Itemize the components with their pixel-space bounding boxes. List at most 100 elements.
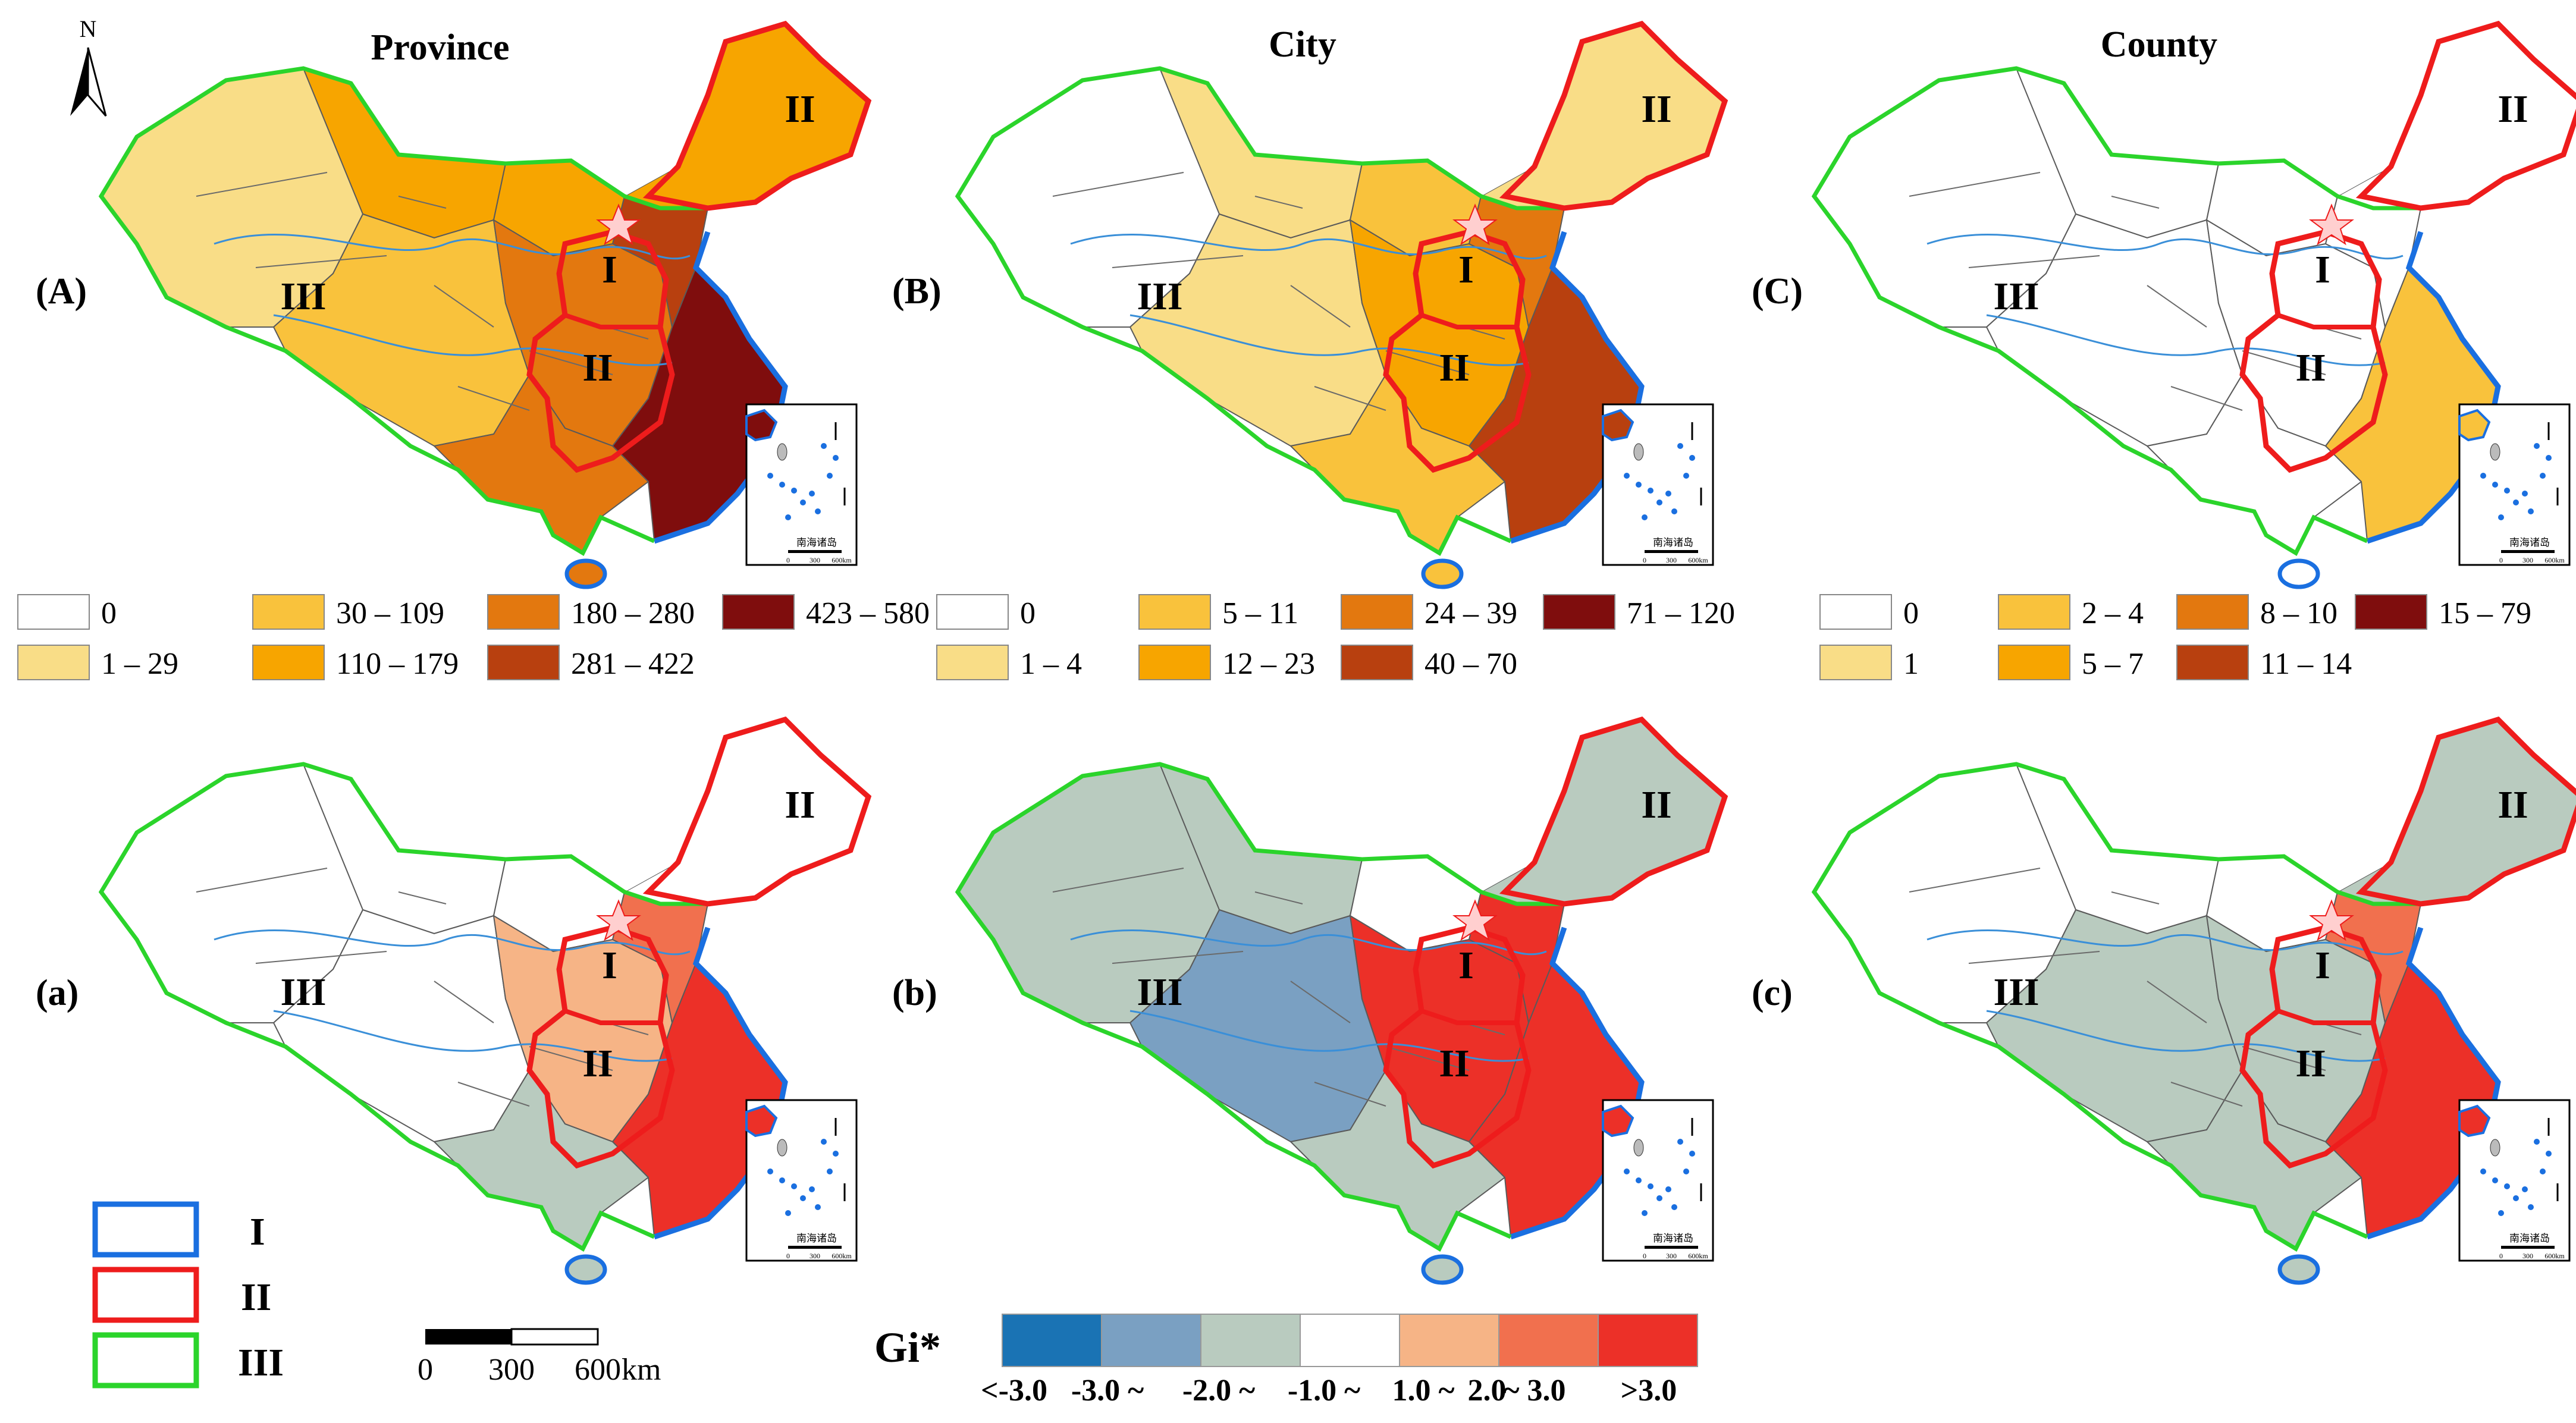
legend-swatch-county-4 [2176,594,2249,630]
inset-south-china-sea: 南海诸岛 0 300 600km [2458,403,2571,566]
inset-south-china-sea: 南海诸岛 0 300 600km [745,1099,858,1262]
legend-label-province-3: 110 – 179 [336,647,459,681]
legend-county: 0 1 2 – 4 5 – 7 8 – 10 11 – 14 15 – 79 [1819,594,2531,681]
zone-label-I: I [1458,944,1474,987]
north-arrow-label: N [80,15,97,42]
inset-label: 南海诸岛 [796,537,837,549]
legend-city: 0 1 – 4 5 – 11 12 – 23 24 – 39 40 – 70 71 – 12… [936,594,1735,681]
inset-scale-300: 300 [1666,556,1677,564]
inset-scale-600: 600km [832,556,852,564]
north-arrow-icon: N [70,15,107,117]
inset-south-china-sea: 南海诸岛 0 300 600km [1602,1099,1714,1262]
legend-swatch-county-6 [2355,594,2427,630]
gi-legend-swatch-4 [1399,1314,1499,1367]
inset-scale-300: 300 [2522,556,2533,564]
gi-legend-label-5: 2.0 [1468,1374,1507,1408]
zone-label-II-central: II [1439,1042,1469,1085]
zone-label-I: I [602,944,617,987]
panel-label-b: (b) [892,973,937,1013]
legend-swatch-county-3 [1998,645,2070,680]
panel-label-B: (B) [892,271,942,312]
gi-legend-label-2: -2.0 ~ [1182,1374,1255,1408]
gi-legend-swatch-2 [1200,1314,1301,1367]
inset-scale-600: 600km [2544,1252,2565,1260]
zone-label-II-central: II [2295,346,2326,389]
zone-label-III: III [1137,275,1182,318]
gi-legend-swatch-6 [1598,1314,1698,1367]
gi-legend: Gi* <-3.0 -3.0 ~ -2.0 ~ -1.0 ~ 1.0 ~ 2.0~ 3.0… [874,1314,1698,1408]
inset-scale-0: 0 [1643,1252,1646,1260]
gi-legend-swatch-0 [1002,1314,1102,1367]
legend-swatch-county-5 [2176,645,2249,680]
panel-label-c: (c) [1752,973,1793,1013]
column-title-province: Province [371,27,509,68]
legend-label-county-5: 11 – 14 [2260,647,2352,681]
legend-label-county-2: 2 – 4 [2082,596,2144,630]
inset-scale-300: 300 [809,556,820,564]
inset-label: 南海诸岛 [1653,1233,1693,1245]
gi-legend-label-6: ~ 3.0 [1503,1374,1565,1408]
inset-south-china-sea: 南海诸岛 0 300 600km [745,403,858,566]
inset-scale-600: 600km [832,1252,852,1260]
region-legend-label-II: II [241,1276,271,1319]
legend-label-city-0: 0 [1020,596,1036,630]
inset-scale-300: 300 [1666,1252,1677,1260]
zone-label-I: I [602,248,617,291]
panel-label-a: (a) [36,973,79,1013]
legend-label-county-3: 5 – 7 [2082,647,2144,681]
legend-swatch-city-1 [936,645,1009,680]
inset-south-china-sea: 南海诸岛 0 300 600km [2458,1099,2571,1262]
inset-scale-0: 0 [2499,1252,2503,1260]
scale-tick-300: 300 [488,1353,535,1387]
gi-legend-swatch-3 [1300,1314,1400,1367]
gi-legend-label-1: -3.0 ~ [1071,1374,1144,1408]
legend-label-county-6: 15 – 79 [2439,596,2531,630]
region-legend-label-III: III [238,1341,284,1384]
legend-swatch-province-5 [487,645,560,680]
legend-label-province-1: 1 – 29 [101,647,178,681]
legend-province: 0 1 – 29 30 – 109 110 – 179 180 – 280 281 – 4… [17,594,930,681]
zone-label-II-northeast: II [1641,783,1671,827]
inset-scale-0: 0 [786,1252,790,1260]
inset-scale-0: 0 [2499,556,2503,564]
legend-label-city-1: 1 – 4 [1020,647,1082,681]
zone-label-III: III [280,970,326,1014]
legend-swatch-province-0 [17,594,90,630]
scale-bar: 0 300 600 km [418,1328,661,1387]
inset-scale-300: 300 [2522,1252,2533,1260]
legend-label-province-6: 423 – 580 [806,596,930,630]
scale-unit: km [622,1353,661,1387]
legend-label-province-4: 180 – 280 [571,596,695,630]
legend-label-city-4: 24 – 39 [1425,596,1517,630]
zone-label-II-central: II [582,346,613,389]
inset-scale-600: 600km [1688,556,1708,564]
legend-swatch-city-6 [1543,594,1615,630]
legend-swatch-province-6 [722,594,795,630]
inset-label: 南海诸岛 [2509,1233,2550,1245]
legend-label-county-0: 0 [1903,596,1919,630]
gi-legend-label-4: 1.0 ~ [1392,1374,1454,1408]
gi-legend-label-3: -1.0 ~ [1288,1374,1360,1408]
zone-label-I: I [2315,944,2330,987]
zone-label-II-northeast: II [1641,87,1671,131]
zone-label-III: III [280,275,326,318]
gi-legend-swatch-1 [1101,1314,1201,1367]
zone-label-II-central: II [2295,1042,2326,1085]
legend-label-province-5: 281 – 422 [571,647,695,681]
legend-swatch-city-3 [1138,645,1211,680]
inset-label: 南海诸岛 [2509,537,2550,549]
zone-label-II-central: II [582,1042,613,1085]
zone-label-II-northeast: II [785,783,815,827]
inset-scale-0: 0 [786,556,790,564]
region-legend-label-I: I [250,1210,265,1254]
legend-swatch-city-0 [936,594,1009,630]
legend-label-province-2: 30 – 109 [336,596,444,630]
panel-label-C: (C) [1752,271,1803,312]
legend-swatch-province-3 [252,645,325,680]
inset-label: 南海诸岛 [1653,537,1693,549]
inset-label: 南海诸岛 [796,1233,837,1245]
